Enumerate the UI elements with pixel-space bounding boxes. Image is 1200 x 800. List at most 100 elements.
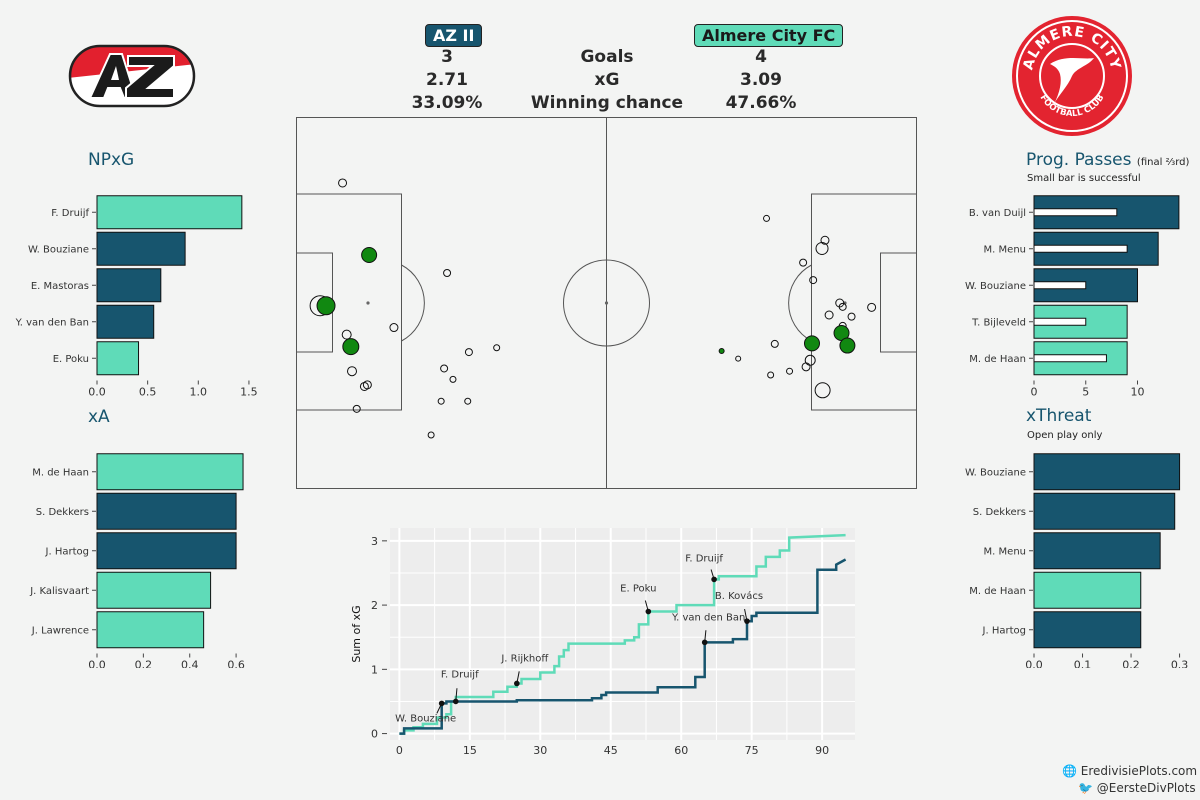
goal-shot-marker xyxy=(316,296,336,316)
x-tick-label: 0.5 xyxy=(139,386,157,399)
y-tick-label: 0 xyxy=(371,728,378,741)
x-tick-label: 1.0 xyxy=(190,386,208,399)
shot-marker xyxy=(443,268,452,277)
pitch-spots xyxy=(366,301,847,305)
goal-label: B. Kovács xyxy=(715,590,763,602)
bar xyxy=(96,231,186,266)
shot-marker xyxy=(820,235,830,245)
category-label: E. Mastoras xyxy=(31,281,89,292)
bar xyxy=(1033,532,1161,570)
shot-marker xyxy=(763,214,771,222)
xg-label: xG xyxy=(594,70,620,90)
x-tick-label: 5 xyxy=(1082,386,1089,399)
shot-marker xyxy=(801,362,811,372)
x-tick-label: 0.6 xyxy=(227,659,245,669)
goal-shot-marker xyxy=(839,337,856,354)
website-credit: 🌐 EredivisiePlots.com xyxy=(1062,764,1197,778)
category-label: M. de Haan xyxy=(969,586,1026,597)
y-tick-label: 3 xyxy=(371,535,378,548)
twitter-text: @EersteDivPlots xyxy=(1096,781,1196,795)
category-label: M. de Haan xyxy=(32,467,89,478)
bar xyxy=(1033,611,1142,649)
bar xyxy=(96,195,243,230)
shot-marker xyxy=(735,355,742,362)
win-chance-label: Winning chance xyxy=(530,93,684,113)
twitter-bird-icon: 🐦 xyxy=(1078,781,1093,795)
x-tick-label: 45 xyxy=(604,744,618,757)
bar xyxy=(96,611,205,649)
home-goals: 3 xyxy=(441,47,453,67)
away-team-badge: Almere City FC xyxy=(694,24,844,47)
prog-passes-bar-chart: B. van Duijl M. Menu W. Bouziane T. Bijleve… xyxy=(965,195,1180,399)
category-label: J. Hartog xyxy=(982,625,1026,636)
x-tick-label: 0.2 xyxy=(1122,659,1140,669)
successful-bar xyxy=(1033,244,1128,253)
away-xg-line xyxy=(399,533,846,735)
x-tick-label: 0.4 xyxy=(181,659,199,669)
shot-marker xyxy=(770,339,779,348)
category-label: J. Hartog xyxy=(45,546,89,557)
bar xyxy=(1033,571,1142,609)
x-tick-label: 10 xyxy=(1130,386,1144,399)
npxg-bar-chart: F. Druijf W. Bouziane E. Mastoras Y. van de… xyxy=(15,195,258,399)
shot-marker xyxy=(427,431,435,439)
category-label: S. Dekkers xyxy=(36,507,89,518)
home-xg: 2.71 xyxy=(426,70,468,90)
xa-title: xA xyxy=(88,407,110,427)
successful-bar xyxy=(1033,317,1087,326)
npxg-title: NPxG xyxy=(88,150,135,170)
goal-label: J. Rijkhoff xyxy=(500,653,549,664)
goals-label: Goals xyxy=(580,47,634,67)
prog-passes-title-text: Prog. Passes xyxy=(1026,150,1132,170)
successful-bar xyxy=(1033,281,1087,290)
goal-marker xyxy=(701,639,708,646)
xthreat-subtitle: Open play only xyxy=(1027,430,1103,441)
bar xyxy=(96,532,237,570)
x-tick-label: 15 xyxy=(463,744,477,757)
almere-city-crest-icon: ALMERE CITY FOOTBALL CLUB xyxy=(1012,16,1132,136)
category-label: E. Poku xyxy=(53,354,89,365)
goal-marker xyxy=(711,576,717,583)
shot-marker xyxy=(437,397,445,405)
category-label: B. van Duijl xyxy=(969,208,1026,219)
prog-passes-title-suffix: (final ⅔rd) xyxy=(1136,157,1190,168)
goal-marker xyxy=(438,700,445,707)
home-xg-line xyxy=(399,558,847,735)
shot-marker xyxy=(767,371,775,379)
home-win-chance: 33.09% xyxy=(411,93,483,113)
shot-marker xyxy=(809,276,818,285)
x-tick-label: 60 xyxy=(674,744,688,757)
shot-marker xyxy=(799,258,808,267)
shot-marker xyxy=(835,298,845,308)
shot-marker xyxy=(867,302,877,312)
shot-marker xyxy=(440,364,449,373)
website-text: EredivisiePlots.com xyxy=(1080,764,1198,778)
y-tick-label: 2 xyxy=(371,599,378,612)
x-tick-label: 0 xyxy=(1031,386,1038,399)
shot-marker xyxy=(824,310,834,320)
category-label: W. Bouziane xyxy=(965,281,1026,292)
x-tick-label: 30 xyxy=(533,744,547,757)
category-label: M. de Haan xyxy=(969,354,1026,365)
category-label: W. Bouziane xyxy=(965,467,1026,478)
successful-bar xyxy=(1033,208,1118,217)
category-label: M. Menu xyxy=(984,546,1026,557)
x-tick-label: 0.0 xyxy=(88,659,106,669)
goal-marker xyxy=(514,680,520,687)
away-team-logo: ALMERE CITY FOOTBALL CLUB xyxy=(1010,14,1134,138)
category-label: Y. van den Ban xyxy=(15,317,89,328)
bar xyxy=(96,341,140,376)
shot-marker xyxy=(347,366,358,377)
home-team-logo xyxy=(68,44,196,108)
away-win-chance: 47.66% xyxy=(725,93,797,113)
bar xyxy=(96,492,237,530)
category-label: M. Menu xyxy=(984,244,1026,255)
shot-marker xyxy=(815,241,829,255)
y-tick-label: 1 xyxy=(371,663,378,676)
az-logo-icon xyxy=(68,44,196,108)
bar xyxy=(96,453,244,491)
goal-marker xyxy=(744,618,750,624)
bar xyxy=(96,571,212,609)
goal-label: F. Druijf xyxy=(441,669,479,680)
shot-marker xyxy=(389,323,399,333)
